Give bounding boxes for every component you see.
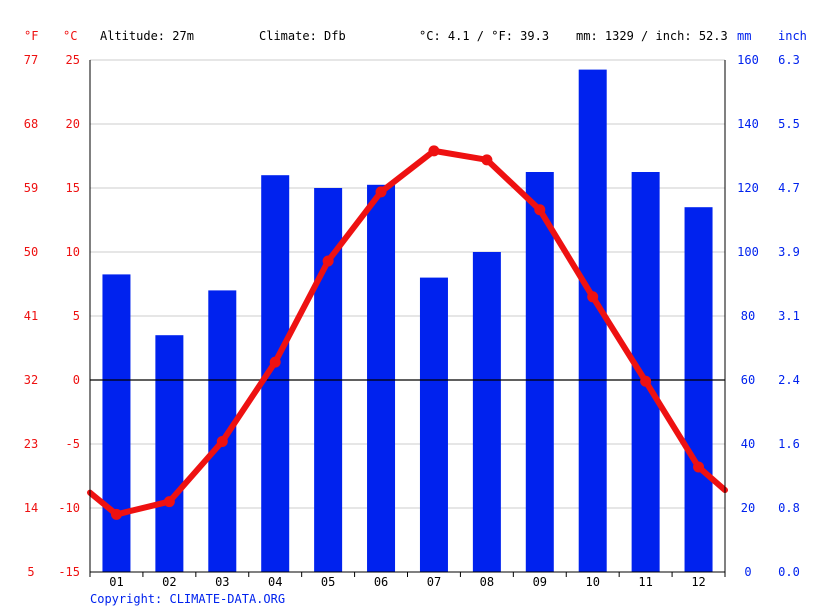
fahrenheit-tick-label: 23 — [24, 437, 38, 451]
mm-tick-label: 80 — [741, 309, 755, 323]
month-tick-label: 10 — [585, 575, 599, 589]
temperature-series-line — [87, 147, 728, 518]
celsius-unit-label: °C — [63, 29, 77, 43]
temperature-line — [87, 145, 728, 520]
fahrenheit-tick-label: 77 — [24, 53, 38, 67]
total-precipitation-label: mm: 1329 / inch: 52.3 — [576, 29, 728, 43]
precipitation-bar — [578, 69, 607, 572]
inch-unit-label: inch — [778, 29, 807, 43]
mm-tick-label: 100 — [737, 245, 759, 259]
temperature-point — [587, 291, 599, 303]
celsius-tick-label: 5 — [73, 309, 80, 323]
temperature-point — [110, 508, 122, 520]
mm-tick-label: 140 — [737, 117, 759, 131]
gridlines — [90, 59, 725, 509]
mm-tick-label: 160 — [737, 53, 759, 67]
header-row: °F °C Altitude: 27m Climate: Dfb °C: 4.1… — [24, 29, 807, 43]
altitude-label: Altitude: 27m — [100, 29, 194, 43]
month-tick-label: 08 — [480, 575, 494, 589]
fahrenheit-tick-label: 59 — [24, 181, 38, 195]
temperature-point — [269, 356, 281, 368]
average-temperature-label: °C: 4.1 / °F: 39.3 — [419, 29, 549, 43]
celsius-tick-label: -5 — [66, 437, 80, 451]
fahrenheit-tick-label: 32 — [24, 373, 38, 387]
celsius-tick-label: -15 — [58, 565, 80, 579]
month-tick-label: 01 — [109, 575, 123, 589]
inch-tick-label: 1.6 — [778, 437, 800, 451]
month-tick-label: 11 — [638, 575, 652, 589]
temperature-point — [375, 186, 387, 198]
mm-tick-label: 60 — [741, 373, 755, 387]
mm-tick-label: 0 — [744, 565, 751, 579]
axes: 5 -15 0 0.014 -10 20 0.823 -5 40 1.632 0 60 2.441 5 80… — [24, 53, 800, 589]
inch-tick-label: 5.5 — [778, 117, 800, 131]
precipitation-bars — [102, 69, 713, 573]
celsius-tick-label: 25 — [66, 53, 80, 67]
inch-tick-label: 4.7 — [778, 181, 800, 195]
fahrenheit-tick-label: 50 — [24, 245, 38, 259]
month-tick-label: 09 — [533, 575, 547, 589]
temperature-point — [693, 461, 705, 473]
fahrenheit-tick-label: 5 — [27, 565, 34, 579]
mm-tick-label: 40 — [741, 437, 755, 451]
temperature-point — [216, 435, 228, 447]
inch-tick-label: 0.8 — [778, 501, 800, 515]
mm-tick-label: 20 — [741, 501, 755, 515]
precipitation-bar — [631, 172, 660, 572]
month-tick-label: 03 — [215, 575, 229, 589]
fahrenheit-tick-label: 14 — [24, 501, 38, 515]
month-tick-label: 04 — [268, 575, 282, 589]
mm-tick-label: 120 — [737, 181, 759, 195]
month-tick-label: 06 — [374, 575, 388, 589]
temperature-point — [322, 255, 334, 267]
inch-tick-label: 2.4 — [778, 373, 800, 387]
climate-label: Climate: Dfb — [259, 29, 346, 43]
copyright-link[interactable]: Copyright: CLIMATE-DATA.ORG — [90, 592, 286, 606]
fahrenheit-unit-label: °F — [24, 29, 38, 43]
temperature-point — [640, 375, 652, 387]
inch-tick-label: 6.3 — [778, 53, 800, 67]
temperature-point — [163, 496, 175, 508]
inch-tick-label: 3.1 — [778, 309, 800, 323]
temperature-point — [481, 154, 493, 166]
precipitation-bar — [367, 184, 396, 573]
month-tick-label: 02 — [162, 575, 176, 589]
precipitation-bar — [472, 252, 501, 572]
celsius-tick-label: 20 — [66, 117, 80, 131]
precipitation-bar — [155, 335, 184, 572]
temperature-point — [428, 145, 440, 157]
temperature-point — [534, 204, 546, 216]
month-tick-label: 12 — [691, 575, 705, 589]
fahrenheit-tick-label: 68 — [24, 117, 38, 131]
celsius-tick-label: -10 — [58, 501, 80, 515]
inch-tick-label: 3.9 — [778, 245, 800, 259]
precipitation-bar — [525, 172, 554, 572]
month-tick-label: 05 — [321, 575, 335, 589]
fahrenheit-tick-label: 41 — [24, 309, 38, 323]
mm-unit-label: mm — [737, 29, 751, 43]
precipitation-bar — [419, 277, 448, 572]
inch-tick-label: 0.0 — [778, 565, 800, 579]
month-tick-label: 07 — [427, 575, 441, 589]
precipitation-bar — [102, 274, 131, 572]
celsius-tick-label: 15 — [66, 181, 80, 195]
celsius-tick-label: 10 — [66, 245, 80, 259]
precipitation-bar — [684, 207, 713, 572]
celsius-tick-label: 0 — [73, 373, 80, 387]
